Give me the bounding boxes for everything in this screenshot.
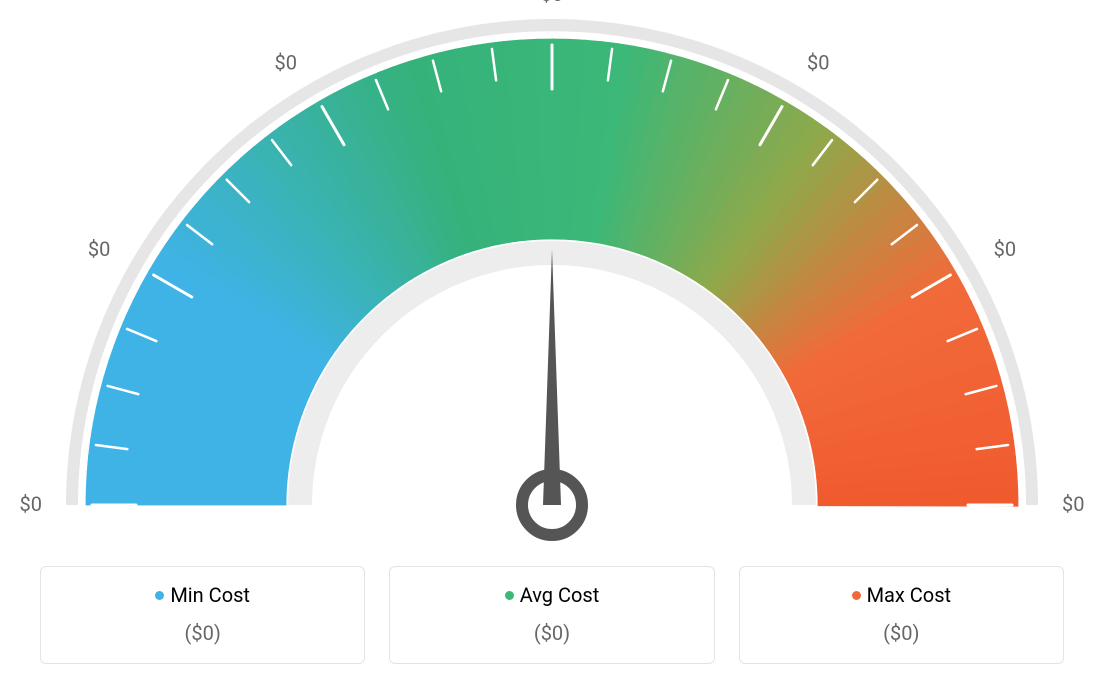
legend-dot-max [852,591,861,600]
gauge-tick-label: $0 [1062,492,1084,516]
gauge-chart: $0 $0 $0 $0 $0 $0 $0 [0,0,1104,560]
gauge-tick-label: $0 [20,492,42,516]
legend-value-avg: ($0) [402,621,701,645]
legend-card-min: Min Cost ($0) [40,566,365,664]
legend-title-avg: Avg Cost [402,583,701,607]
legend-row: Min Cost ($0) Avg Cost ($0) Max Cost ($0… [0,566,1104,664]
legend-title-max-text: Max Cost [867,583,952,607]
legend-title-max: Max Cost [752,583,1051,607]
legend-card-max: Max Cost ($0) [739,566,1064,664]
legend-title-min: Min Cost [53,583,352,607]
gauge-tick-label: $0 [88,237,110,261]
legend-card-avg: Avg Cost ($0) [389,566,714,664]
gauge-tick-label: $0 [275,50,297,74]
legend-value-min: ($0) [53,621,352,645]
legend-value-max: ($0) [752,621,1051,645]
legend-title-avg-text: Avg Cost [520,583,600,607]
legend-dot-avg [505,591,514,600]
legend-dot-min [155,591,164,600]
gauge-tick-label: $0 [994,237,1016,261]
gauge-tick-label: $0 [807,50,829,74]
legend-title-min-text: Min Cost [170,583,250,607]
gauge-tick-label: $0 [541,0,563,6]
gauge-svg: $0 $0 $0 $0 $0 $0 $0 [0,0,1104,560]
gauge-needle [543,249,561,505]
